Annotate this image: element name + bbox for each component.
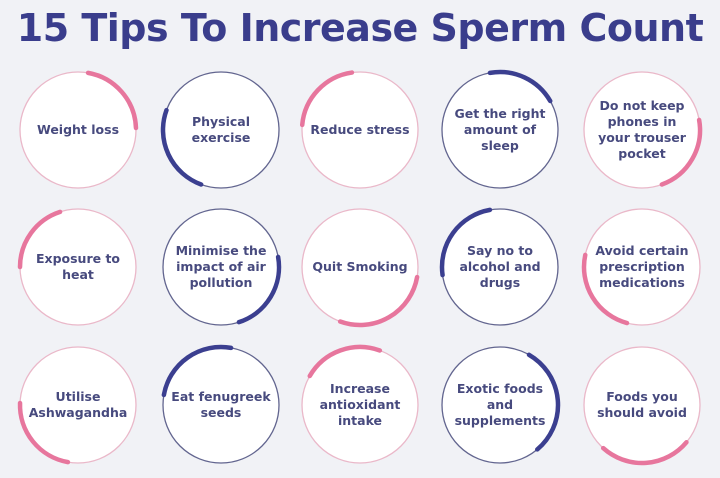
tip-ring [581, 208, 701, 326]
tip-card: Get the right amount of sleep [438, 68, 562, 192]
tip-label: Do not keep phones in your trouser pocke… [598, 98, 686, 161]
accent-arc [17, 209, 63, 270]
accent-arc [526, 352, 561, 452]
tip-ring [439, 207, 559, 326]
tip-label: Reduce stress [310, 122, 410, 137]
tip-label: Increase antioxidant intake [319, 381, 401, 428]
tip-ring [17, 346, 137, 465]
tip-card: Say no to alcohol and drugs [438, 205, 562, 329]
accent-arc [17, 400, 71, 465]
tip-label: Weight loss [36, 122, 120, 137]
page-title: 15 Tips To Increase Sperm Count [16, 6, 704, 50]
tip-card: Eat fenugreek seeds [159, 343, 283, 467]
tip-ring [162, 208, 282, 326]
tip-label: Physical exercise [191, 114, 251, 145]
tip-card: Reduce stress [298, 68, 422, 192]
tip-card: Quit Smoking [298, 205, 422, 329]
tip-label: Eat fenugreek seeds [171, 389, 271, 420]
tip-card: Foods you should avoid [580, 343, 704, 467]
tip-ring [19, 70, 139, 189]
ring-circle [301, 71, 419, 189]
accent-arc [487, 69, 553, 104]
tip-label: Get the right amount of sleep [454, 106, 546, 153]
accent-arc [236, 254, 282, 325]
accent-arc [161, 344, 234, 398]
tip-label: Foods you should avoid [597, 389, 687, 420]
accent-arc [160, 107, 204, 187]
tip-card: Minimise the impact of air pollution [159, 205, 283, 329]
tip-ring [160, 71, 280, 189]
tip-ring [441, 346, 561, 464]
tip-label: Exotic foods and supplements [454, 381, 546, 428]
tip-ring [583, 346, 701, 466]
tip-label: Utilise Ashwagandha [28, 389, 128, 420]
tip-card: Increase antioxidant intake [298, 343, 422, 467]
tip-ring [441, 69, 559, 189]
accent-arc [307, 344, 383, 379]
tip-ring [583, 71, 703, 189]
accent-arc [299, 70, 355, 128]
tip-ring [299, 70, 419, 189]
accent-arc [659, 117, 703, 187]
accent-arc [581, 252, 630, 326]
accent-arc [337, 274, 420, 328]
tip-card: Avoid certain prescription medications [580, 205, 704, 329]
tip-card: Physical exercise [159, 68, 283, 192]
tip-ring [161, 344, 280, 464]
tip-label: Minimise the impact of air pollution [175, 243, 267, 290]
accent-arc [439, 207, 493, 278]
tip-label: Exposure to heat [35, 251, 121, 282]
tip-label: Avoid certain prescription medications [595, 243, 689, 290]
accent-arc [600, 440, 689, 466]
tip-card: Exposure to heat [16, 205, 140, 329]
tip-ring [17, 208, 137, 326]
tip-card: Do not keep phones in your trouser pocke… [580, 68, 704, 192]
tip-label: Quit Smoking [312, 259, 408, 274]
tip-card: Utilise Ashwagandha [16, 343, 140, 467]
tip-ring [301, 208, 420, 328]
tip-label: Say no to alcohol and drugs [459, 243, 541, 290]
accent-arc [85, 70, 139, 131]
tip-ring [301, 344, 419, 464]
tip-card: Weight loss [16, 68, 140, 192]
tip-card: Exotic foods and supplements [438, 343, 562, 467]
